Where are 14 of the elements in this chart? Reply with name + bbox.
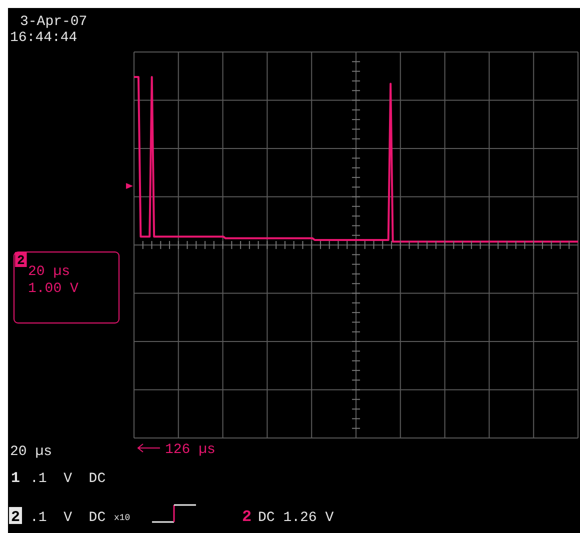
text: 1 xyxy=(11,470,20,487)
text: DC 1.26 V xyxy=(258,510,334,526)
text: .1 V DC xyxy=(30,510,106,526)
text: 2 xyxy=(17,253,25,268)
text: 20 µs xyxy=(28,264,70,280)
text: 2 xyxy=(11,509,20,526)
text: 1.00 V xyxy=(28,281,80,297)
text: x10 xyxy=(114,513,130,523)
text: 2 xyxy=(242,508,252,526)
text: 16:44:44 xyxy=(10,30,78,46)
text: 126 µs xyxy=(165,442,216,458)
text: 3-Apr-07 xyxy=(20,14,88,30)
text: 20 µs xyxy=(10,444,52,460)
text: .1 V DC xyxy=(30,471,106,487)
